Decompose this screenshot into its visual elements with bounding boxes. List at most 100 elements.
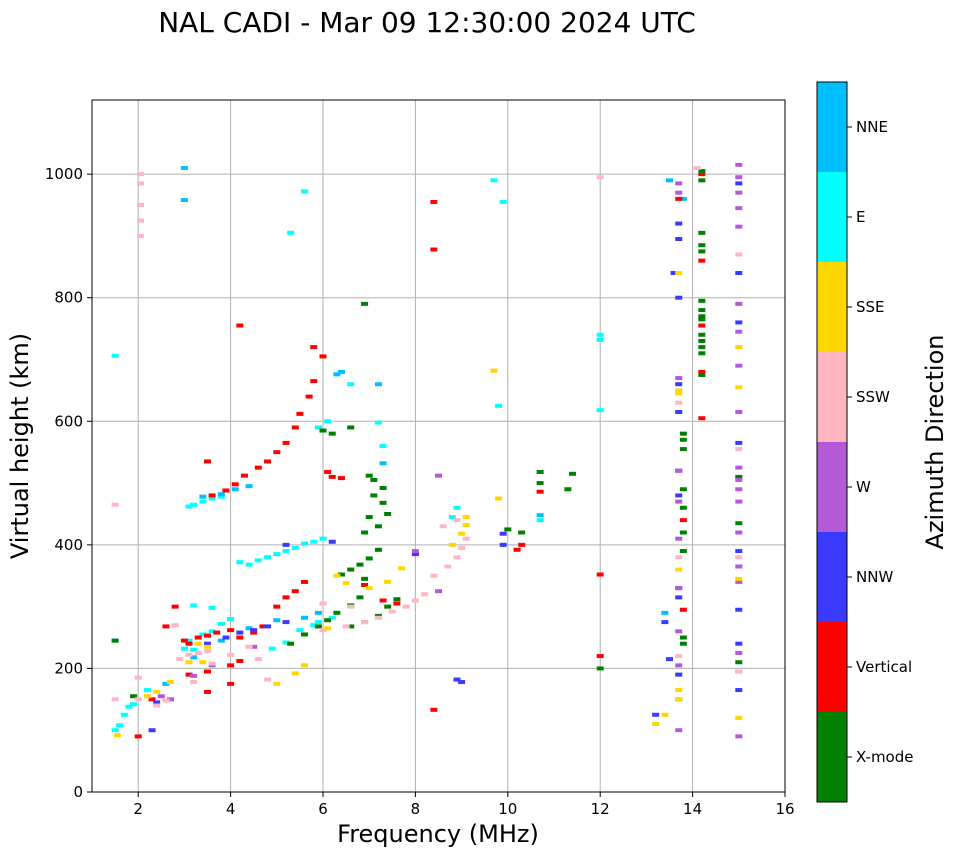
data-point: [388, 609, 396, 614]
data-point: [379, 598, 387, 603]
data-point: [411, 552, 419, 557]
data-point: [287, 230, 295, 235]
data-point: [679, 437, 687, 442]
data-point: [393, 601, 401, 606]
data-point: [328, 474, 336, 479]
data-point: [430, 707, 438, 712]
colorbar-segment: [817, 532, 847, 622]
data-point: [250, 628, 258, 633]
data-point: [361, 583, 369, 588]
data-point: [458, 680, 466, 685]
data-point: [735, 320, 743, 325]
data-point: [167, 697, 175, 702]
data-point: [310, 379, 318, 384]
data-point: [111, 353, 119, 358]
data-point: [735, 555, 743, 560]
data-point: [499, 531, 507, 536]
data-point: [462, 523, 470, 528]
data-point: [675, 196, 683, 201]
data-point: [328, 431, 336, 436]
data-point: [185, 652, 193, 657]
data-point: [148, 697, 156, 702]
colorbar-tick-label: NNW: [856, 568, 893, 586]
data-point: [333, 372, 341, 377]
data-point: [398, 566, 406, 571]
data-point: [137, 181, 145, 186]
data-point: [698, 308, 706, 313]
data-point: [698, 332, 706, 337]
colorbar-segment: [817, 712, 847, 802]
data-point: [661, 620, 669, 625]
data-point: [324, 469, 332, 474]
data-point: [675, 468, 683, 473]
data-point: [735, 345, 743, 350]
data-point: [698, 317, 706, 322]
data-point: [735, 224, 743, 229]
data-point: [347, 567, 355, 572]
y-tick-label: 0: [73, 783, 83, 801]
data-point: [444, 564, 452, 569]
data-point: [291, 589, 299, 594]
data-point: [231, 487, 239, 492]
data-point: [319, 601, 327, 606]
data-point: [208, 605, 216, 610]
data-point: [264, 555, 272, 560]
data-point: [596, 666, 604, 671]
data-point: [222, 488, 230, 493]
data-point: [319, 354, 327, 359]
data-point: [675, 295, 683, 300]
data-point: [296, 411, 304, 416]
data-point: [735, 190, 743, 195]
data-point: [199, 499, 207, 504]
data-point: [143, 688, 151, 693]
data-point: [675, 237, 683, 242]
data-point: [679, 505, 687, 510]
series-w: [157, 162, 743, 739]
data-point: [698, 416, 706, 421]
data-point: [347, 604, 355, 609]
data-point: [411, 549, 419, 554]
series-e: [111, 178, 604, 733]
data-point: [666, 178, 673, 183]
data-point: [453, 555, 461, 560]
data-point: [652, 712, 660, 717]
data-point: [240, 473, 248, 478]
data-point: [675, 728, 683, 733]
series-sse: [113, 271, 743, 738]
data-point: [462, 515, 470, 520]
data-point: [735, 521, 743, 526]
data-point: [735, 410, 743, 415]
colorbar-label: Azimuth Direction: [921, 335, 949, 550]
data-point: [675, 595, 683, 600]
data-point: [536, 469, 544, 474]
data-point: [675, 410, 683, 415]
data-point: [495, 496, 503, 501]
data-point: [365, 515, 373, 520]
colorbar-segment: [817, 82, 847, 172]
data-point: [458, 531, 466, 536]
series-nne: [162, 165, 687, 686]
data-point: [374, 524, 382, 529]
data-point: [735, 530, 743, 535]
data-point: [134, 675, 142, 680]
data-point: [245, 626, 253, 631]
x-tick-label: 6: [318, 800, 328, 818]
data-point: [735, 181, 743, 186]
data-point: [217, 492, 225, 497]
data-point: [314, 624, 322, 629]
data-point: [735, 549, 743, 554]
data-point: [735, 641, 743, 646]
data-point: [250, 630, 258, 635]
data-point: [180, 638, 188, 643]
data-point: [652, 722, 660, 727]
data-point: [698, 172, 706, 177]
colorbar-segment: [817, 262, 847, 352]
data-point: [111, 728, 119, 733]
data-point: [162, 681, 170, 686]
data-point: [310, 539, 318, 544]
data-point: [287, 641, 295, 646]
y-ticks: 0 200 400 600 800 1000: [45, 165, 92, 801]
data-point: [361, 620, 369, 625]
data-point: [264, 677, 272, 682]
data-point: [536, 489, 544, 494]
